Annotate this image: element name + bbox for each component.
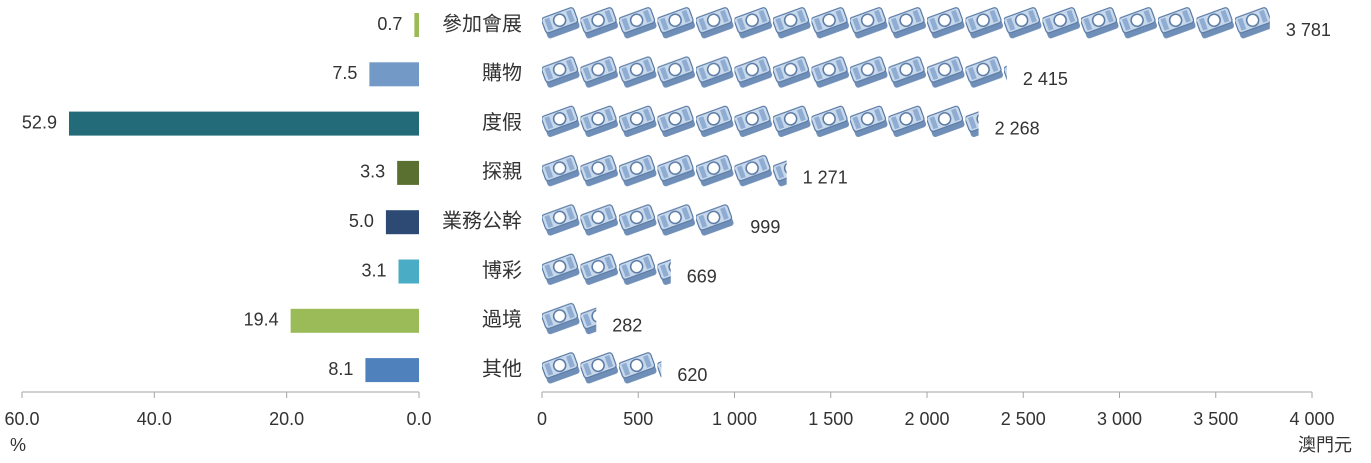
pictogram-bar <box>542 3 1270 47</box>
data-label: 669 <box>687 266 717 286</box>
data-label: 52.9 <box>22 112 57 132</box>
category-label: 參加會展 <box>442 12 522 35</box>
bar <box>385 210 419 235</box>
category-label: 博彩 <box>482 259 522 282</box>
pictogram-bar <box>542 52 1007 97</box>
data-label: 1 271 <box>803 168 848 188</box>
data-label: 2 268 <box>995 118 1040 138</box>
bar <box>369 62 419 87</box>
data-label: 19.4 <box>244 310 279 330</box>
pictogram-bar <box>542 150 787 195</box>
data-label: 3.1 <box>361 260 386 280</box>
x-tick-label: 1 500 <box>808 409 853 429</box>
x-tick-label: 20.0 <box>269 409 304 429</box>
data-label: 620 <box>677 365 707 385</box>
data-label: 0.7 <box>377 14 402 34</box>
category-label: 過境 <box>482 308 522 331</box>
x-tick-label: 3 500 <box>1193 409 1238 429</box>
x-tick-label: 1 000 <box>712 409 757 429</box>
data-label: 3.3 <box>360 162 385 182</box>
x-tick-label: 4 000 <box>1289 409 1334 429</box>
x-axis-title: % <box>10 435 26 455</box>
pictogram-bar <box>542 348 662 393</box>
pictogram-bar <box>542 249 671 294</box>
x-tick-label: 0.0 <box>406 409 431 429</box>
x-tick-label: 60.0 <box>4 409 39 429</box>
x-tick-label: 500 <box>623 409 653 429</box>
data-label: 282 <box>612 316 642 336</box>
data-label: 3 781 <box>1286 20 1331 40</box>
category-label: 業務公幹 <box>442 208 522 232</box>
x-tick-label: 40.0 <box>137 409 172 429</box>
bar <box>365 358 419 383</box>
category-label: 購物 <box>482 62 522 85</box>
data-label: 7.5 <box>332 63 357 83</box>
x-tick-label: 2 500 <box>1001 409 1046 429</box>
data-label: 999 <box>750 217 780 237</box>
x-axis-title: 澳門元 <box>1298 435 1352 455</box>
data-label: 8.1 <box>328 359 353 379</box>
bar <box>414 13 419 37</box>
bar <box>68 111 419 136</box>
category-label: 探親 <box>482 160 522 183</box>
data-label: 2 415 <box>1023 69 1068 89</box>
pictogram-bar <box>542 101 979 146</box>
x-tick-label: 2 000 <box>904 409 949 429</box>
bar <box>290 308 419 333</box>
category-label: 度假 <box>482 111 522 134</box>
bar <box>398 259 419 284</box>
x-tick-label: 3 000 <box>1097 409 1142 429</box>
data-label: 5.0 <box>349 211 374 231</box>
pictogram-bar <box>542 200 735 245</box>
pictogram-bar <box>542 298 597 343</box>
x-tick-label: 0 <box>537 409 547 429</box>
category-label: 其他 <box>482 357 522 380</box>
bar <box>397 160 419 185</box>
